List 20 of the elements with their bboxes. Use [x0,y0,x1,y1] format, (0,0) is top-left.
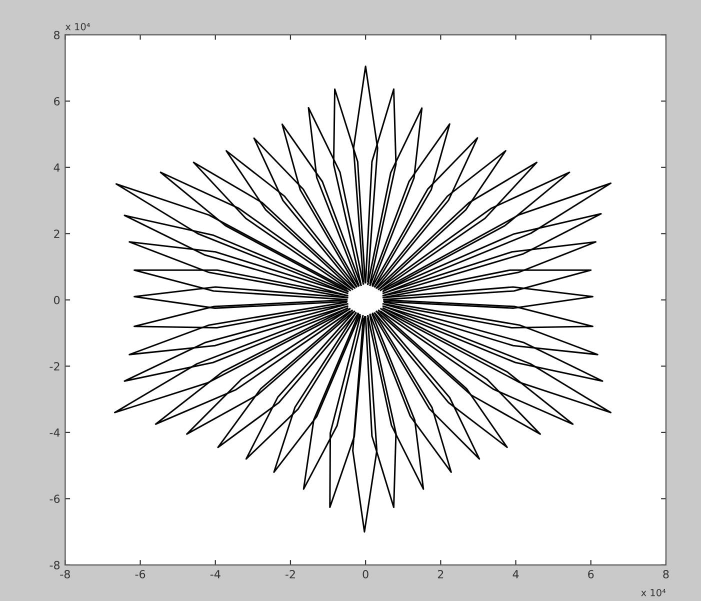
x-tick-label: 2 [438,570,444,578]
y-tick-label: -4 [50,428,60,437]
x-tick-label: 4 [512,570,519,578]
y-tick-label: 2 [54,230,60,238]
x-tick-label: -8 [60,570,70,578]
x-tick-label: 0 [362,570,368,578]
y-tick-label: 6 [54,97,60,106]
x-tick-label: -4 [210,570,220,578]
y-tick-label: -2 [50,362,60,370]
y-tick-label: 8 [54,30,60,40]
y-tick-label: -8 [50,560,60,570]
x-tick-label: 6 [588,570,594,578]
y-tick-label: 0 [54,296,60,304]
x-tick-label: -6 [135,570,146,578]
x-tick-label: 8 [663,570,669,578]
y-tick-label: -6 [50,494,60,504]
y-tick-label: 4 [54,164,60,172]
x-tick-label: -2 [285,570,295,578]
text: x 10⁴ [65,22,90,30]
text: x 10⁴ [641,588,666,596]
